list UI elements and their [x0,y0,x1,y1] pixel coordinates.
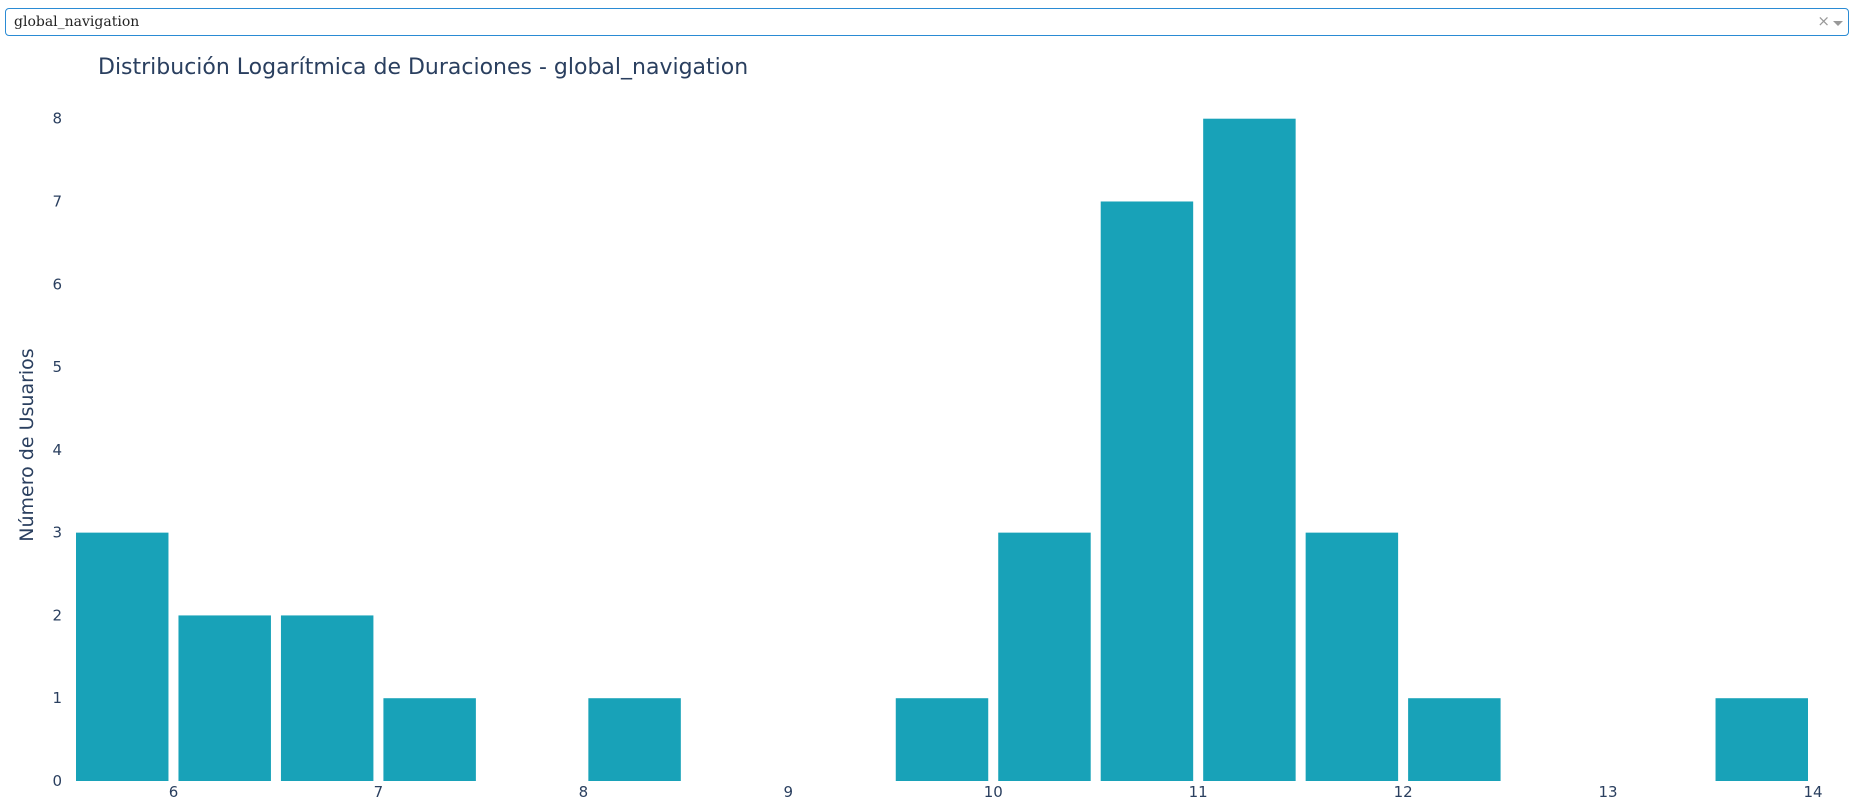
y-tick-label: 1 [52,689,62,707]
x-ticks: 6 7 8 9 10 11 12 13 14 [169,783,1823,801]
x-tick-label: 12 [1394,783,1413,801]
x-tick-label: 8 [579,783,589,801]
histogram-bar[interactable] [383,698,476,781]
y-axis-label: Número de Usuarios [16,348,38,541]
x-tick-label: 9 [784,783,794,801]
x-tick-label: 13 [1599,783,1618,801]
y-tick-label: 3 [52,524,62,542]
histogram-bar[interactable] [1715,698,1808,781]
chart-title: Distribución Logarítmica de Duraciones -… [98,55,748,80]
histogram-bar[interactable] [280,615,374,781]
histogram-bar[interactable] [178,615,271,781]
x-tick-label: 10 [984,783,1003,801]
x-tick-label: 6 [169,783,179,801]
clear-icon[interactable]: × [1817,12,1830,30]
histogram-bar[interactable] [998,532,1091,781]
y-ticks: 0 1 2 3 4 5 6 7 8 [52,110,62,790]
histogram-bar[interactable] [588,698,681,781]
histogram-bar[interactable] [1203,118,1296,782]
y-tick-label: 4 [52,441,62,459]
x-tick-label: 7 [374,783,384,801]
y-tick-label: 2 [52,606,62,624]
bars-group [76,118,1808,782]
y-tick-label: 7 [52,192,62,210]
y-tick-label: 0 [52,772,62,790]
chevron-down-icon[interactable] [1833,21,1843,26]
histogram-bar[interactable] [1100,201,1194,781]
dropdown-selected-value: global_navigation [14,14,140,30]
y-tick-label: 6 [52,275,62,293]
histogram-bar[interactable] [1305,532,1399,781]
histogram-bar[interactable] [1408,698,1501,781]
histogram-bar[interactable] [895,698,989,781]
histogram-bar[interactable] [76,532,169,781]
x-tick-label: 14 [1803,783,1822,801]
metric-dropdown[interactable]: global_navigation × [5,8,1849,36]
x-tick-label: 11 [1189,783,1208,801]
y-tick-label: 5 [52,358,62,376]
y-tick-label: 8 [52,110,62,128]
